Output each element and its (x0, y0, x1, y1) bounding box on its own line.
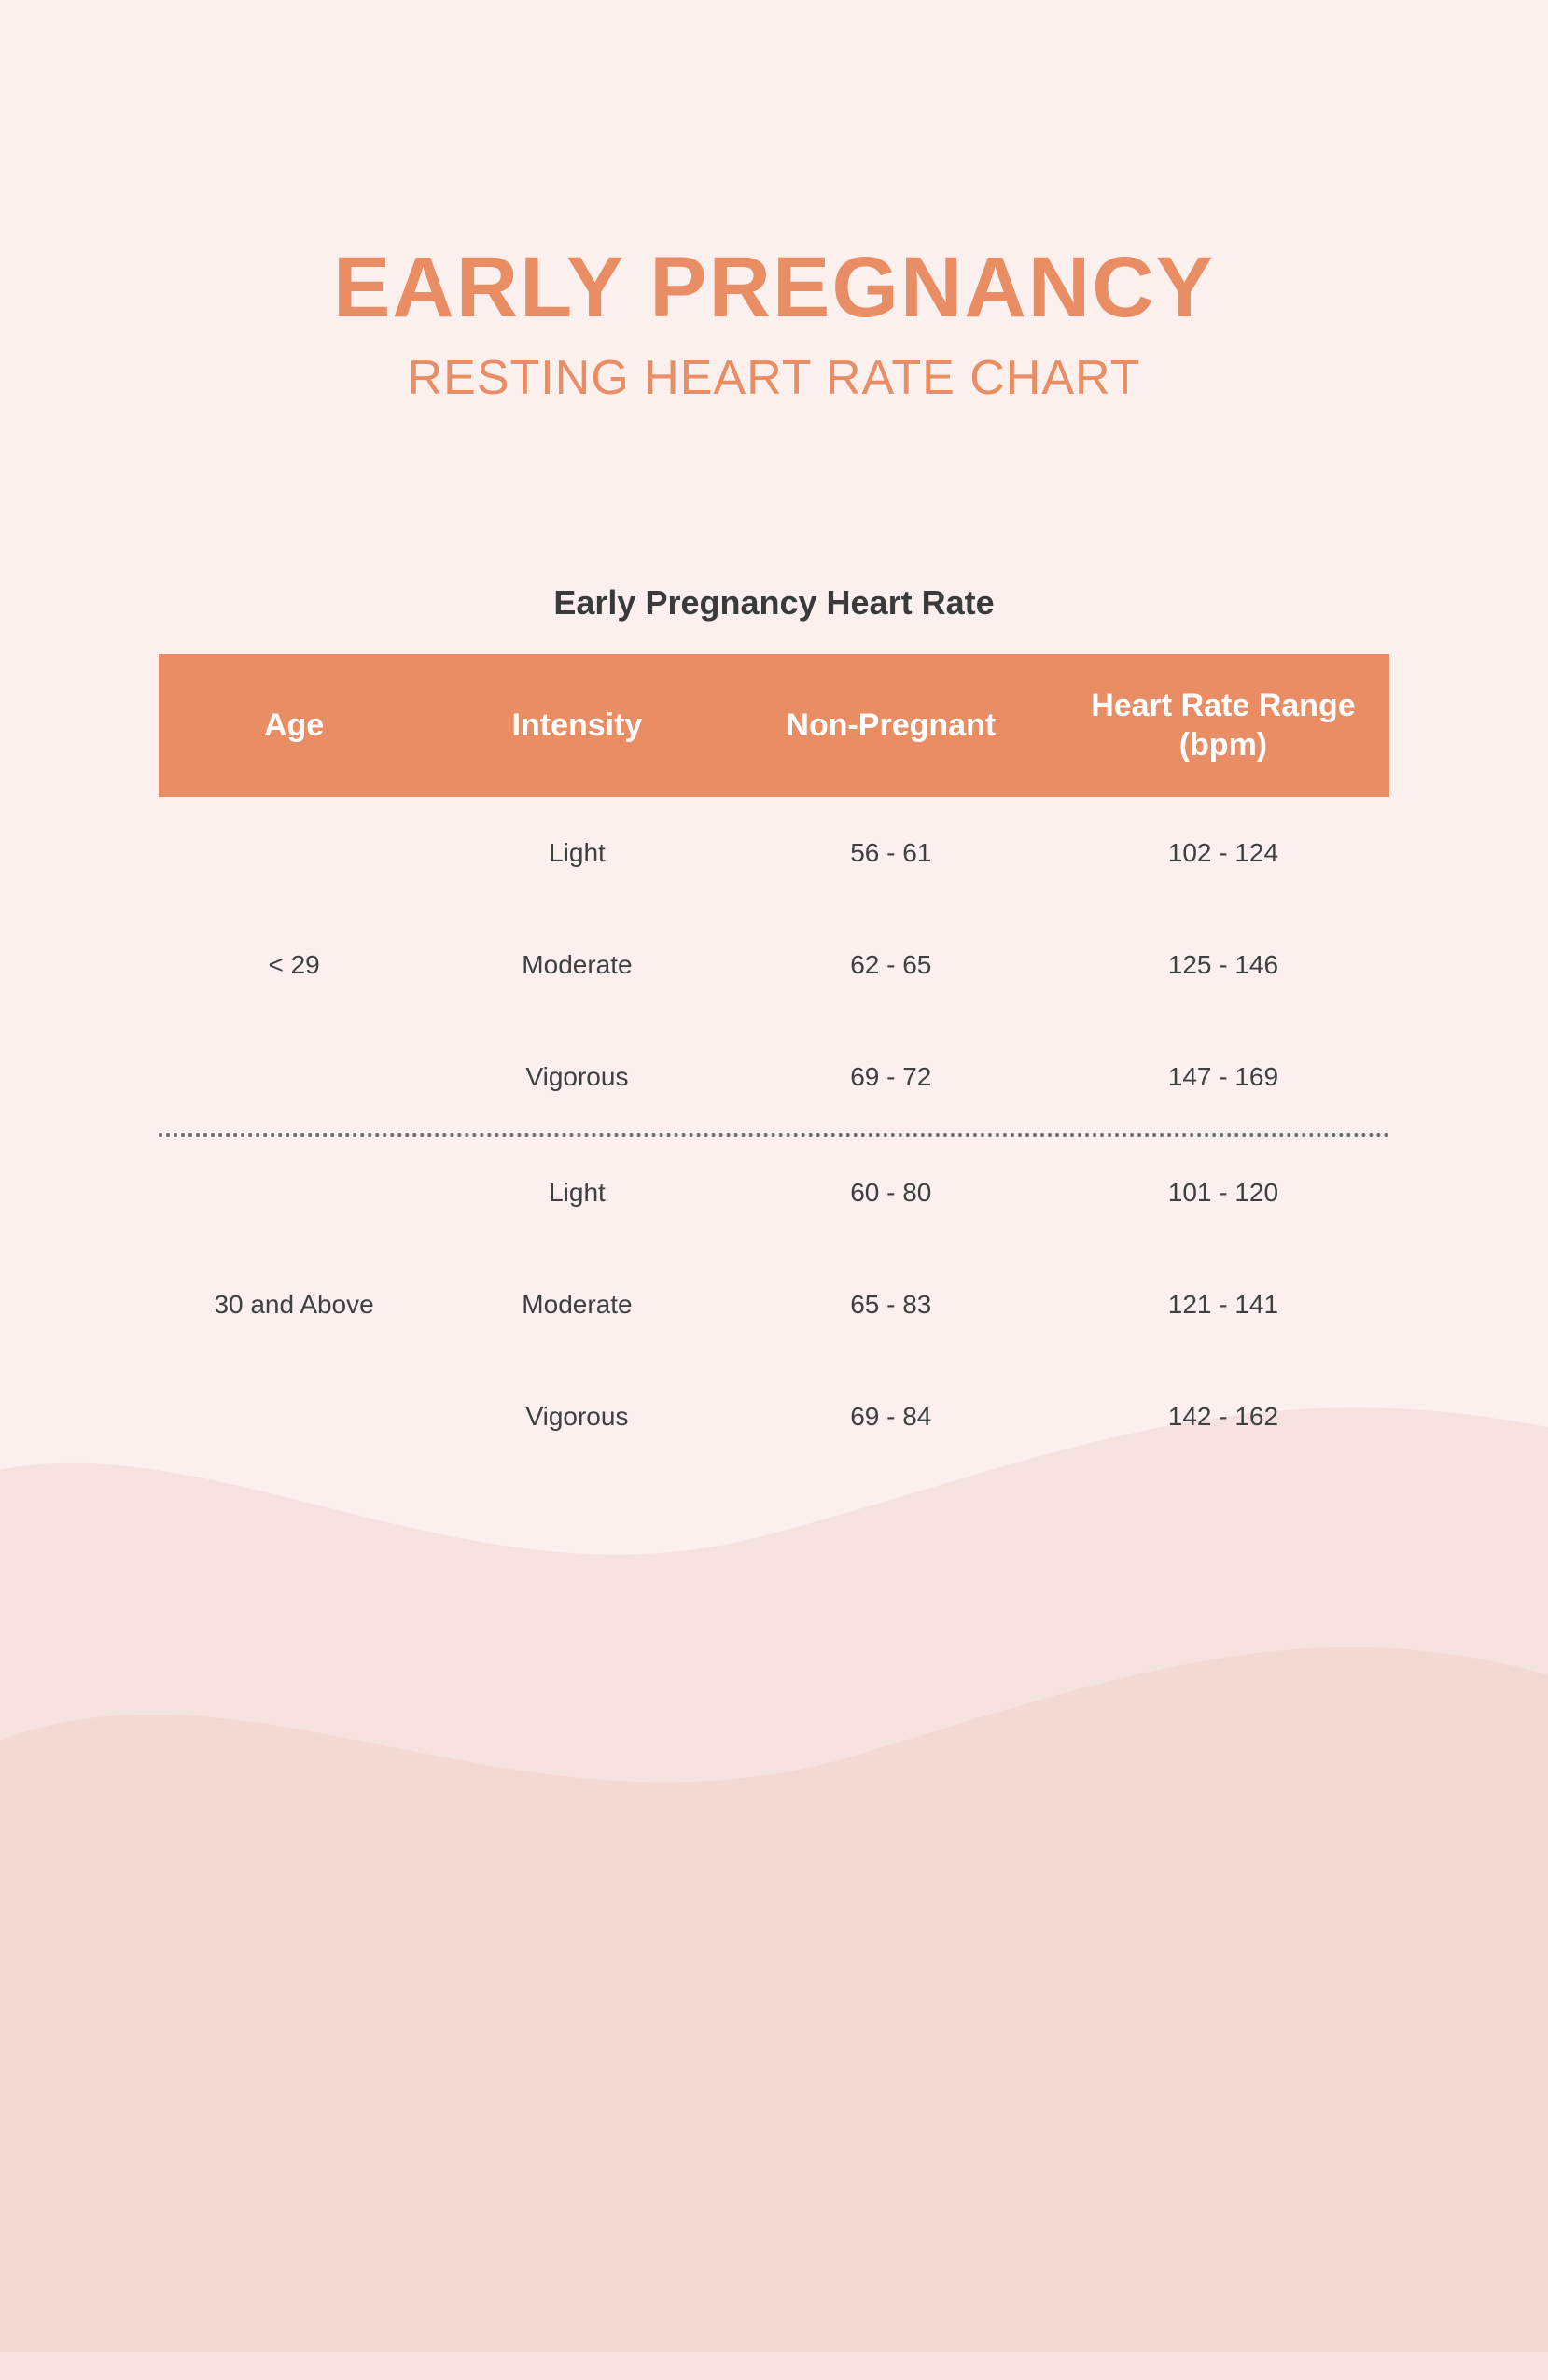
cell-intensity: Vigorous (429, 1361, 725, 1473)
cell-intensity: Moderate (429, 1249, 725, 1361)
title-sub: RESTING HEART RATE CHART (159, 350, 1389, 406)
cell-hr-range: 147 - 169 (1057, 1021, 1389, 1133)
table-body: < 29 Light 56 - 61 102 - 124 Moderate 62… (159, 797, 1389, 1473)
cell-non-pregnant: 62 - 65 (725, 909, 1057, 1021)
cell-non-pregnant: 56 - 61 (725, 797, 1057, 909)
heart-rate-table: Age Intensity Non-Pregnant Heart Rate Ra… (159, 654, 1389, 1473)
cell-age: 30 and Above (159, 1137, 429, 1473)
cell-hr-range: 102 - 124 (1057, 797, 1389, 909)
col-intensity: Intensity (429, 654, 725, 797)
cell-hr-range: 121 - 141 (1057, 1249, 1389, 1361)
cell-intensity: Light (429, 797, 725, 909)
cell-non-pregnant: 69 - 84 (725, 1361, 1057, 1473)
col-non-pregnant: Non-Pregnant (725, 654, 1057, 797)
table-row: 30 and Above Light 60 - 80 101 - 120 (159, 1137, 1389, 1249)
table-caption: Early Pregnancy Heart Rate (159, 583, 1389, 623)
col-age: Age (159, 654, 429, 797)
heart-rate-table-section: Early Pregnancy Heart Rate Age Intensity… (159, 583, 1389, 1473)
cell-intensity: Moderate (429, 909, 725, 1021)
col-hr-range: Heart Rate Range (bpm) (1057, 654, 1389, 797)
cell-intensity: Vigorous (429, 1021, 725, 1133)
page: EARLY PREGNANCY RESTING HEART RATE CHART… (0, 0, 1548, 2183)
cell-age: < 29 (159, 797, 429, 1133)
title-main: EARLY PREGNANCY (159, 243, 1389, 333)
cell-non-pregnant: 65 - 83 (725, 1249, 1057, 1361)
table-header-row: Age Intensity Non-Pregnant Heart Rate Ra… (159, 654, 1389, 797)
cell-hr-range: 125 - 146 (1057, 909, 1389, 1021)
cell-non-pregnant: 69 - 72 (725, 1021, 1057, 1133)
table-row: < 29 Light 56 - 61 102 - 124 (159, 797, 1389, 909)
cell-hr-range: 101 - 120 (1057, 1137, 1389, 1249)
cell-hr-range: 142 - 162 (1057, 1361, 1389, 1473)
cell-non-pregnant: 60 - 80 (725, 1137, 1057, 1249)
cell-intensity: Light (429, 1137, 725, 1249)
